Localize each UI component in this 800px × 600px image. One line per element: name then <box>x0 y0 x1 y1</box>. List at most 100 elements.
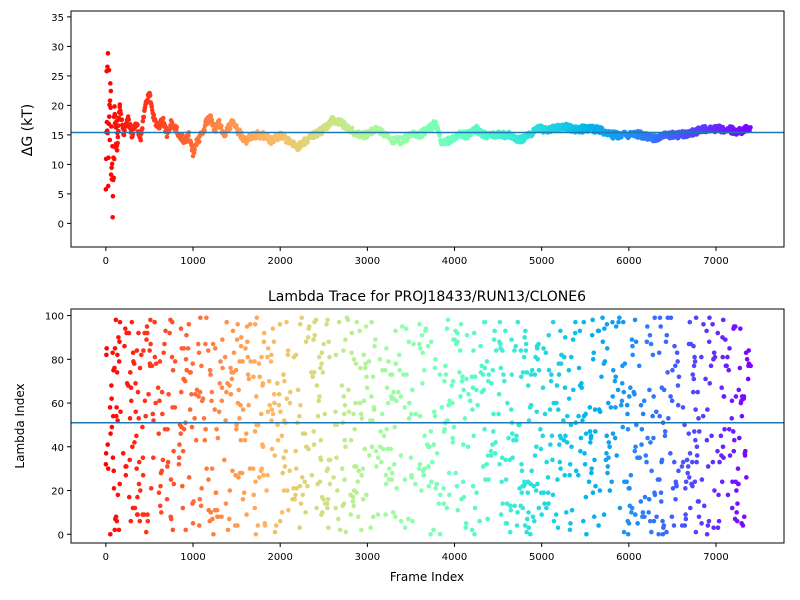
lambda-point <box>721 394 727 399</box>
lambda-point <box>451 424 457 430</box>
y-tick-label: 30 <box>51 42 64 53</box>
lambda-point <box>439 405 445 410</box>
lambda-point <box>409 387 415 393</box>
lambda-point <box>341 394 347 399</box>
lambda-point <box>398 453 404 458</box>
lambda-point <box>186 475 192 480</box>
lambda-point <box>116 359 122 364</box>
lambda-point <box>248 359 254 364</box>
lambda-point <box>431 442 437 447</box>
lambda-point <box>199 363 204 369</box>
lambda-point <box>204 466 209 471</box>
lambda-point <box>184 332 189 338</box>
lambda-point <box>297 322 303 327</box>
lambda-point <box>197 389 203 395</box>
lambda-point <box>744 356 750 362</box>
lambda-point <box>512 503 517 509</box>
delta-g-point <box>116 123 121 128</box>
lambda-point <box>683 516 689 522</box>
lambda-point <box>710 459 716 465</box>
lambda-point <box>369 444 375 450</box>
lambda-point <box>550 492 556 498</box>
lambda-point <box>526 418 532 423</box>
lambda-point <box>514 523 520 528</box>
lambda-point <box>357 365 363 371</box>
lambda-point <box>703 376 708 382</box>
delta-g-point <box>216 117 222 123</box>
lambda-point <box>103 451 109 456</box>
lambda-point <box>578 448 583 454</box>
x-tick-label: 5000 <box>529 552 554 563</box>
lambda-point <box>272 400 277 406</box>
lambda-point <box>589 466 594 471</box>
lambda-point <box>501 372 506 377</box>
lambda-point <box>532 372 538 377</box>
lambda-point <box>496 411 501 417</box>
lambda-point <box>633 339 639 345</box>
delta-g-point <box>109 124 114 129</box>
lambda-point <box>525 383 531 388</box>
lambda-point <box>544 459 549 465</box>
lambda-point <box>117 319 123 325</box>
lambda-point <box>396 352 402 358</box>
lambda-point <box>607 444 612 450</box>
lambda-point <box>134 466 139 471</box>
lambda-point <box>245 354 251 360</box>
lambda-point <box>581 319 587 325</box>
lambda-point <box>474 490 479 496</box>
y-tick-label: 40 <box>51 443 64 454</box>
lambda-point <box>253 479 258 485</box>
lambda-point <box>503 477 509 482</box>
lambda-point <box>632 512 638 517</box>
lambda-point <box>150 411 156 417</box>
lambda-point <box>443 363 448 369</box>
lambda-point <box>563 433 568 439</box>
y-tick-label: 10 <box>51 160 64 171</box>
lambda-point <box>279 510 285 515</box>
lambda-point <box>421 367 427 373</box>
lambda-point <box>404 372 409 377</box>
lambda-point <box>691 376 697 382</box>
lambda-point <box>670 367 675 373</box>
lambda-point <box>116 527 122 533</box>
lambda-point <box>148 317 153 323</box>
lambda-point <box>668 394 673 399</box>
lambda-point <box>109 383 114 388</box>
lambda-point <box>237 416 242 421</box>
lambda-point <box>700 413 706 419</box>
lambda-point <box>113 317 119 323</box>
lambda-point <box>246 376 252 382</box>
lambda-point <box>326 525 331 530</box>
lambda-point <box>571 387 576 393</box>
lambda-point <box>513 437 519 443</box>
lambda-point <box>163 328 168 334</box>
lambda-point <box>351 411 356 417</box>
lambda-point <box>748 363 754 369</box>
lambda-point <box>252 429 258 434</box>
lambda-point <box>233 367 239 373</box>
lambda-point <box>389 477 394 482</box>
lambda-point <box>178 389 184 395</box>
lambda-point <box>176 455 182 461</box>
lambda-point <box>711 525 716 530</box>
lambda-point <box>384 385 390 391</box>
y-tick-label: 15 <box>51 131 64 142</box>
lambda-point <box>176 461 182 467</box>
lambda-point <box>534 346 540 351</box>
lambda-point <box>690 372 696 377</box>
lambda-point <box>341 411 347 417</box>
lambda-point <box>230 328 236 334</box>
lambda-point <box>628 385 633 391</box>
lambda-point <box>252 505 258 511</box>
lambda-point <box>519 490 525 496</box>
lambda-point <box>719 385 724 391</box>
lambda-point <box>422 433 427 439</box>
lambda-point <box>408 411 414 417</box>
lambda-point <box>140 455 146 461</box>
lambda-point <box>490 367 496 373</box>
delta-g-point <box>122 128 127 133</box>
lambda-point <box>709 433 714 439</box>
lambda-point <box>591 350 597 356</box>
lambda-point <box>694 453 700 458</box>
delta-g-point <box>174 124 180 130</box>
